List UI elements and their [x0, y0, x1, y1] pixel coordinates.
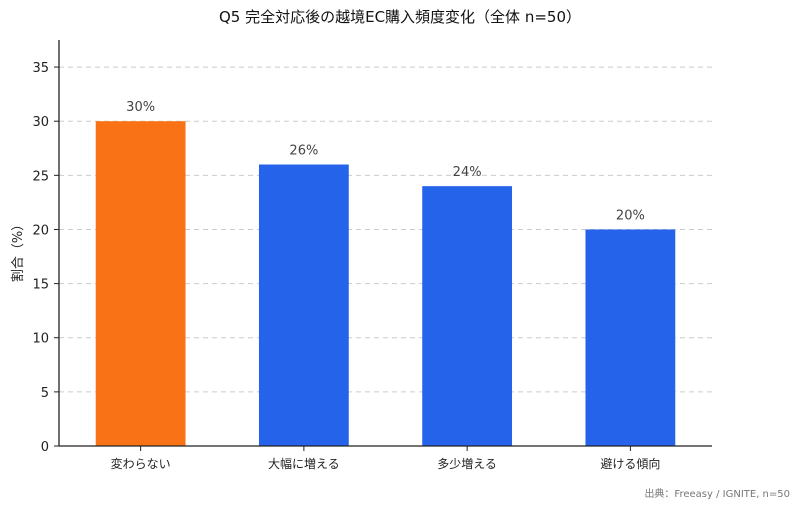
- bar: [258, 164, 349, 447]
- value-label: 26%: [289, 144, 318, 159]
- y-axis-label: 割合（%）: [10, 218, 26, 282]
- y-tick-label: 20: [32, 223, 49, 238]
- bar: [95, 121, 186, 446]
- y-tick-label: 30: [32, 115, 49, 130]
- y-tick-label: 25: [32, 169, 49, 184]
- x-tick-label: 大幅に増える: [268, 456, 340, 471]
- y-tick-label: 15: [32, 278, 49, 293]
- bar: [422, 186, 513, 446]
- y-tick-label: 0: [41, 440, 49, 455]
- x-tick-label: 多少増える: [437, 457, 497, 471]
- source-note: 出典：Freeasy / IGNITE, n=50: [644, 487, 790, 500]
- labels: 0 5 10 15 20 25 30 35 30% 変わらない 26% 大幅に増える 24% 多少増える 2…: [32, 61, 660, 471]
- y-tick-label: 35: [32, 61, 49, 76]
- value-label: 20%: [616, 208, 645, 223]
- bars: [95, 121, 676, 447]
- x-tick-label: 避ける傾向: [600, 456, 660, 471]
- y-tick-label: 10: [32, 332, 49, 347]
- y-tick-label: 5: [41, 386, 49, 401]
- value-label: 24%: [453, 165, 482, 180]
- x-tick-label: 変わらない: [111, 456, 171, 471]
- value-label: 30%: [126, 100, 155, 115]
- chart-title: Q5 完全対応後の越境EC購入頻度変化（全体 n=50）: [219, 8, 581, 26]
- bar: [585, 229, 676, 446]
- axes: [58, 40, 712, 447]
